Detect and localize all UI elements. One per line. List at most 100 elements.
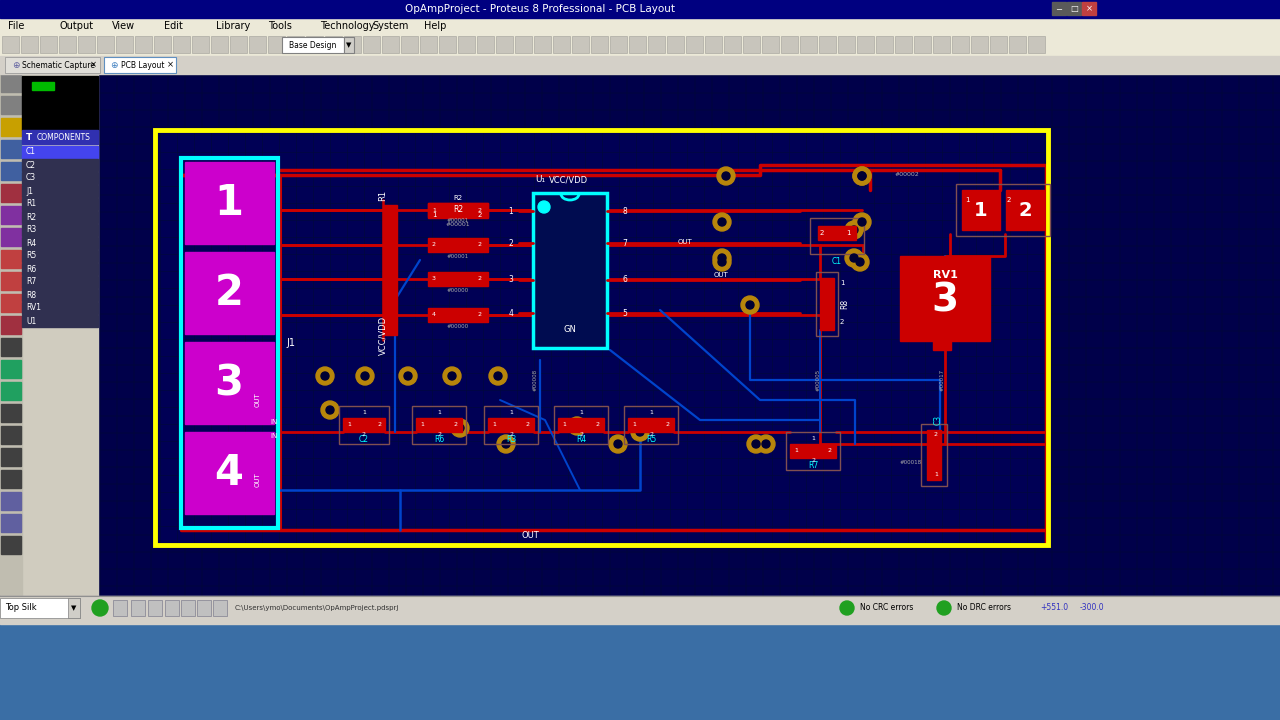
Bar: [0, 598, 79, 618]
Text: #00000: #00000: [447, 287, 468, 292]
Bar: [724, 36, 741, 53]
Text: ×: ×: [1085, 4, 1093, 14]
Bar: [59, 36, 76, 53]
Text: R3: R3: [506, 436, 516, 444]
Text: ×: ×: [166, 60, 174, 70]
Text: 2: 2: [649, 433, 653, 438]
Text: #00005: #00005: [817, 369, 820, 391]
Bar: [165, 600, 179, 616]
Bar: [113, 600, 127, 616]
Bar: [1, 382, 20, 400]
Bar: [895, 36, 911, 53]
Text: 2: 2: [362, 433, 366, 438]
Text: R2: R2: [453, 205, 463, 215]
Bar: [558, 418, 604, 432]
Bar: [416, 418, 462, 432]
Circle shape: [456, 424, 465, 432]
Bar: [497, 36, 513, 53]
Bar: [22, 250, 99, 262]
Text: RV1: RV1: [933, 270, 957, 280]
Bar: [180, 158, 278, 528]
Bar: [22, 302, 99, 314]
Circle shape: [326, 406, 334, 414]
Text: RV1: RV1: [26, 304, 41, 312]
Text: R6: R6: [26, 264, 36, 274]
Text: 2: 2: [812, 459, 815, 464]
Bar: [1009, 36, 1027, 53]
Text: C:\Users\ymo\Documents\OpAmpProject.pdsprj: C:\Users\ymo\Documents\OpAmpProject.pdsp…: [236, 605, 399, 611]
Circle shape: [489, 367, 507, 385]
Bar: [838, 36, 855, 53]
Bar: [343, 418, 385, 432]
Text: R7: R7: [26, 277, 36, 287]
Bar: [22, 224, 99, 236]
Text: #00001: #00001: [445, 222, 470, 228]
Bar: [810, 218, 864, 254]
Bar: [956, 184, 1050, 236]
Bar: [173, 36, 189, 53]
Text: 2: 2: [508, 238, 513, 248]
Text: R4: R4: [576, 436, 586, 444]
Text: Help: Help: [424, 21, 447, 31]
Bar: [1028, 36, 1044, 53]
Bar: [963, 190, 1000, 230]
Text: 2: 2: [215, 272, 243, 314]
Text: ▼: ▼: [72, 605, 77, 611]
Text: 1: 1: [934, 472, 938, 477]
Bar: [22, 198, 99, 210]
Bar: [900, 256, 989, 341]
Text: ⊕: ⊕: [110, 60, 118, 70]
Text: Schematic Capture: Schematic Capture: [22, 60, 95, 70]
Text: OUT: OUT: [255, 392, 261, 408]
Circle shape: [399, 367, 417, 385]
Text: Technology: Technology: [320, 21, 375, 31]
Bar: [40, 36, 58, 53]
Bar: [156, 131, 1047, 544]
Circle shape: [845, 249, 863, 267]
Text: 1: 1: [562, 423, 566, 428]
Text: #00001: #00001: [447, 253, 468, 258]
Bar: [628, 36, 646, 53]
Text: 8: 8: [622, 207, 627, 215]
Bar: [648, 36, 666, 53]
Bar: [1, 536, 20, 554]
Bar: [131, 600, 145, 616]
Bar: [306, 36, 323, 53]
Bar: [192, 36, 209, 53]
Bar: [250, 36, 266, 53]
Bar: [287, 36, 305, 53]
Text: 2: 2: [1007, 197, 1011, 203]
Text: 2: 2: [433, 243, 436, 248]
Text: ×: ×: [90, 60, 96, 70]
Circle shape: [722, 172, 730, 180]
Text: 1: 1: [794, 449, 797, 454]
Text: 2: 2: [840, 319, 845, 325]
Text: No CRC errors: No CRC errors: [860, 603, 914, 613]
Bar: [1, 514, 20, 532]
Text: 3: 3: [508, 276, 513, 284]
Text: System: System: [372, 21, 408, 31]
Text: 2: 2: [477, 207, 483, 212]
Bar: [401, 36, 419, 53]
Bar: [5, 57, 100, 73]
Circle shape: [494, 372, 502, 380]
Bar: [339, 406, 389, 444]
Bar: [428, 203, 488, 217]
Circle shape: [497, 435, 515, 453]
Bar: [325, 36, 342, 53]
Text: C2: C2: [26, 161, 36, 169]
Bar: [22, 276, 99, 288]
Bar: [817, 272, 838, 336]
Text: OpAmpProject - Proteus 8 Professional - PCB Layout: OpAmpProject - Proteus 8 Professional - …: [404, 4, 675, 14]
Bar: [1, 96, 20, 114]
Circle shape: [713, 253, 731, 271]
Bar: [625, 406, 678, 444]
Bar: [800, 36, 817, 53]
Text: 2: 2: [477, 212, 483, 218]
Bar: [428, 272, 488, 286]
Text: R2: R2: [26, 212, 36, 222]
Text: OUT: OUT: [714, 272, 728, 278]
Circle shape: [443, 367, 461, 385]
Text: 1: 1: [649, 410, 653, 415]
Text: C3: C3: [26, 174, 36, 182]
